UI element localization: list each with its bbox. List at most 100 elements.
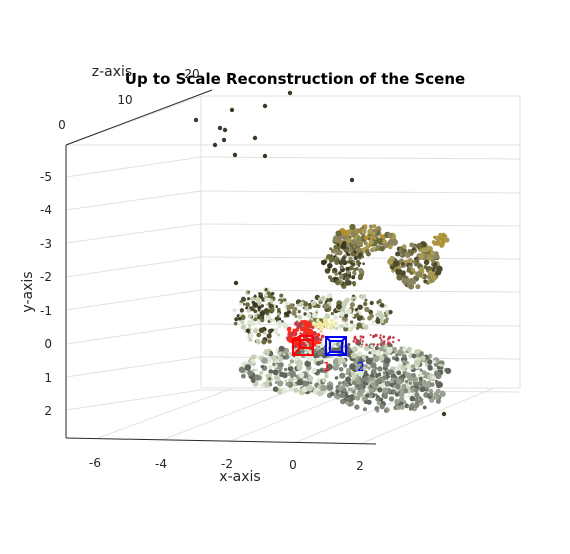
cloud-point (419, 402, 423, 406)
cloud-point (337, 249, 343, 256)
grid-lines (65, 95, 521, 445)
cloud-point (340, 243, 347, 250)
y-axis-label: y-axis (20, 271, 36, 312)
cloud-point (282, 323, 288, 329)
cloud-point (327, 256, 331, 260)
cloud-point (308, 305, 312, 310)
cloud-point (410, 268, 415, 272)
cloud-point (330, 312, 334, 316)
cloud-point (372, 224, 377, 229)
cloud-point (418, 253, 425, 259)
cloud-point (338, 239, 342, 244)
cloud-point (294, 322, 299, 326)
cloud-point (327, 309, 330, 312)
cloud-point (271, 318, 276, 323)
cloud-point (406, 373, 412, 379)
cloud-point (430, 258, 436, 264)
cloud-point (410, 364, 416, 369)
cloud-point (363, 345, 370, 352)
cloud-point (293, 387, 299, 393)
cloud-point (239, 312, 243, 316)
cloud-point (345, 371, 349, 376)
cloud-point (425, 387, 429, 391)
cloud-point (390, 265, 395, 270)
cloud-point (346, 367, 352, 374)
cloud-point (408, 264, 413, 269)
cloud-point (328, 305, 332, 309)
cloud-point (402, 244, 407, 249)
cloud-point (412, 373, 416, 378)
cloud-point (415, 271, 423, 278)
cloud-point (352, 390, 356, 394)
cloud-point (296, 379, 304, 386)
cloud-point (362, 317, 365, 321)
cloud-point (358, 268, 364, 274)
y-tick-label: -1 (40, 304, 52, 318)
cloud-point (352, 260, 355, 263)
cloud-point (322, 317, 328, 323)
cloud-point (353, 253, 356, 256)
cloud-point (277, 356, 284, 362)
cloud-point (363, 235, 369, 241)
cloud-point (335, 280, 341, 286)
cloud-point (408, 381, 413, 385)
cloud-point (239, 302, 242, 306)
cloud-point (361, 335, 365, 339)
cloud-point (382, 387, 389, 394)
cloud-point (232, 308, 237, 313)
cloud-point (357, 370, 364, 377)
cloud-point (402, 354, 406, 359)
cloud-point (346, 243, 351, 248)
cloud-point (348, 265, 354, 271)
cloud-point (361, 322, 365, 325)
cloud-point (254, 374, 261, 381)
cloud-point (417, 386, 421, 390)
cloud-point (399, 388, 405, 394)
x-axis-label: x-axis (219, 469, 260, 485)
cloud-point (306, 355, 314, 362)
cloud-point (253, 328, 258, 334)
cloud-point (365, 251, 371, 257)
cloud-point (276, 320, 282, 326)
x-tick-label: -2 (221, 457, 233, 471)
cloud-point (380, 339, 383, 342)
cloud-point (441, 411, 447, 417)
cloud-point (410, 278, 416, 284)
cloud-point (242, 302, 246, 306)
cloud-point (389, 255, 395, 261)
cloud-point (319, 327, 324, 332)
y-tick-label: -5 (40, 170, 52, 184)
cloud-point (341, 255, 346, 261)
cloud-point (333, 276, 338, 281)
cloud-point (356, 351, 363, 357)
cloud-point (395, 383, 401, 390)
cloud-point (415, 399, 420, 405)
cloud-point (369, 313, 374, 319)
cloud-point (247, 314, 252, 319)
cloud-point (268, 377, 272, 381)
cloud-point (321, 378, 327, 383)
cloud-point (402, 345, 407, 351)
cloud-point (307, 328, 314, 335)
cloud-point (326, 293, 333, 299)
cloud-point (365, 343, 368, 347)
cloud-point (357, 241, 362, 246)
cloud-point (229, 107, 235, 113)
cloud-point (193, 117, 199, 123)
cloud-point (315, 360, 321, 366)
cloud-point (303, 328, 308, 333)
cloud-point (322, 368, 328, 374)
cloud-point (362, 262, 365, 266)
cloud-point (384, 380, 391, 387)
cloud-point (284, 367, 288, 372)
cloud-point (367, 228, 374, 235)
cloud-point (353, 267, 357, 272)
cloud-point (304, 305, 310, 312)
cloud-point (261, 357, 268, 364)
cloud-point (382, 375, 387, 380)
cloud-point (375, 397, 380, 402)
camera-2 (325, 336, 347, 356)
y-tick-label: 2 (44, 404, 52, 418)
cloud-point (433, 235, 437, 239)
cloud-point (355, 259, 361, 264)
